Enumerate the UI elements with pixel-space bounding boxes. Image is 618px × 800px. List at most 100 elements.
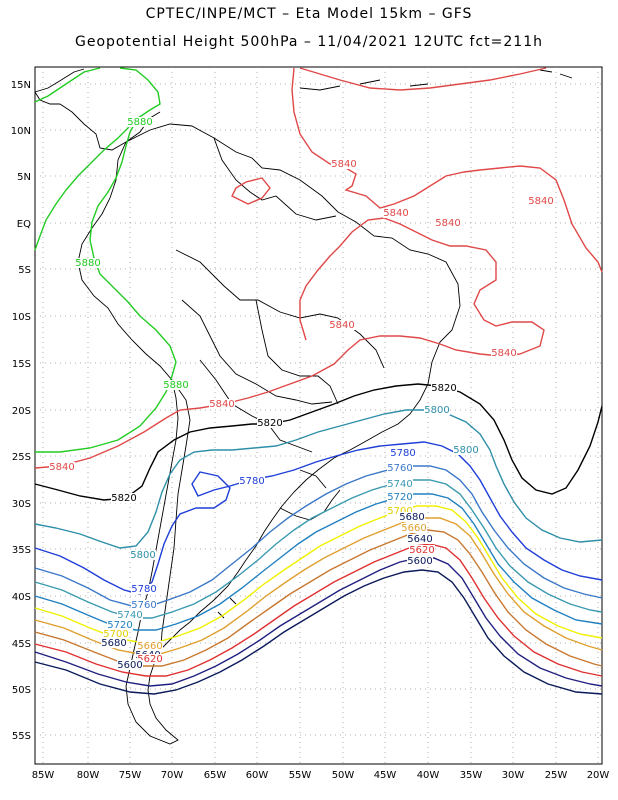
contour-label-bg [491,348,517,358]
map-axis-labels: 15N 10N 5N EQ 5S 10S 15S 20S 25S 30S 35S 40S 45S 50S 5… [11,80,610,781]
lat-tick-label: 55S [12,731,31,742]
contour-label: 5840 [435,218,460,229]
contour-label-bg [387,506,413,516]
contour-label: 5740 [117,610,142,621]
contour-label: 5720 [107,620,132,631]
contour-label: 5740 [387,479,412,490]
map-frame [34,66,603,765]
contour-label: 5760 [131,600,156,611]
lon-tick-label: 35W [460,770,483,781]
contour-label: 5680 [399,512,424,523]
lat-tick-label: 30S [12,499,31,510]
lat-tick-label: 40S [12,592,31,603]
map-gridlines [35,67,602,764]
lat-tick-label: 5S [18,265,31,276]
contour-label-bg [435,218,461,228]
contour-label: 5700 [103,629,128,640]
lat-tick-label: 20S [12,406,31,417]
map-title-line1: CPTEC/INPE/MCT – Eta Model 15km – GFS [145,6,473,22]
contour-label-bg [131,584,157,594]
lon-tick-label: 65W [204,770,227,781]
contour-label-bg [453,445,479,455]
contour-label-bg [407,534,433,544]
contour-label: 5720 [387,492,412,503]
contour-label-bg [383,208,409,218]
lon-tick-label: 55W [289,770,312,781]
contour-label: 5700 [387,506,412,517]
contour-label-bg [239,476,265,486]
contour-label: 5780 [390,448,415,459]
contour-label-bg [130,550,156,560]
contour-label: 5780 [239,476,264,487]
contour-label-bg [409,545,435,555]
lat-tick-label: 5N [17,172,31,183]
contour-label: 5840 [383,208,408,219]
contour-label: 5760 [387,463,412,474]
contour-label: 5680 [101,638,126,649]
contour-labels: 5880 5880 5880 5840 5840 5840 5840 5840 5840 5840… [49,117,554,671]
map-title-line2: Geopotential Height 500hPa – 11/04/2021 … [75,34,543,50]
contour-label-bg [390,448,416,458]
contour-label: 5620 [409,545,434,556]
contour-label: 5820 [257,418,282,429]
lon-tick-label: 30W [502,770,525,781]
contour-label: 5820 [111,493,136,504]
lat-tick-label: EQ [17,219,31,230]
contour-label: 5800 [453,445,478,456]
contour-label-bg [117,660,143,670]
contour-label: 5800 [424,405,449,416]
contour-5840-line [34,217,545,469]
contour-label-bg [257,418,283,428]
contour-label: 5840 [528,196,553,207]
contour-label-bg [127,117,153,127]
contour-label-bg [163,380,189,390]
lat-tick-label: 25S [12,452,31,463]
contour-label-bg [401,523,427,533]
lon-tick-label: 80W [77,770,100,781]
contour-label: 5780 [131,584,156,595]
lon-tick-label: 85W [32,770,55,781]
contour-label-bg [137,654,163,664]
contour-label: 5840 [491,348,516,359]
contour-label: 5660 [401,523,426,534]
contour-label-bg [407,556,433,566]
contour-label-bg [75,258,101,268]
lat-tick-label: 15S [12,359,31,370]
contour-label-bg [331,159,357,169]
contour-label: 5880 [127,117,152,128]
contour-label-bg [107,620,133,630]
contour-label-bg [49,462,75,472]
lon-tick-label: 20W [587,770,610,781]
contour-label: 5800 [130,550,155,561]
lat-tick-label: 15N [11,80,31,91]
contour-label-bg [209,399,235,409]
contour-label-bg [117,610,143,620]
contour-label-bg [387,463,413,473]
contour-label: 5880 [163,380,188,391]
contour-label-bg [528,196,554,206]
lon-tick-label: 45W [374,770,397,781]
contour-5820-line [34,383,603,501]
lon-tick-label: 70W [161,770,184,781]
contour-label-bg [103,629,129,639]
lon-tick-label: 25W [545,770,568,781]
contour-label-bg [424,405,450,415]
contour-label: 5640 [407,534,432,545]
contour-label-bg [329,320,355,330]
contour-label-bg [431,383,457,393]
contour-label: 5660 [137,641,162,652]
contour-label-bg [137,641,163,651]
contour-label: 5600 [117,660,142,671]
lon-tick-label: 50W [332,770,355,781]
contour-label: 5840 [329,320,354,331]
contour-label-bg [131,600,157,610]
contour-label-bg [399,512,425,522]
contour-label: 5840 [209,399,234,410]
lat-tick-label: 10S [12,312,31,323]
lon-tick-label: 75W [119,770,142,781]
lon-tick-label: 40W [417,770,440,781]
contour-label-bg [101,638,127,648]
contour-label: 5880 [75,258,100,269]
contour-label-bg [387,479,413,489]
